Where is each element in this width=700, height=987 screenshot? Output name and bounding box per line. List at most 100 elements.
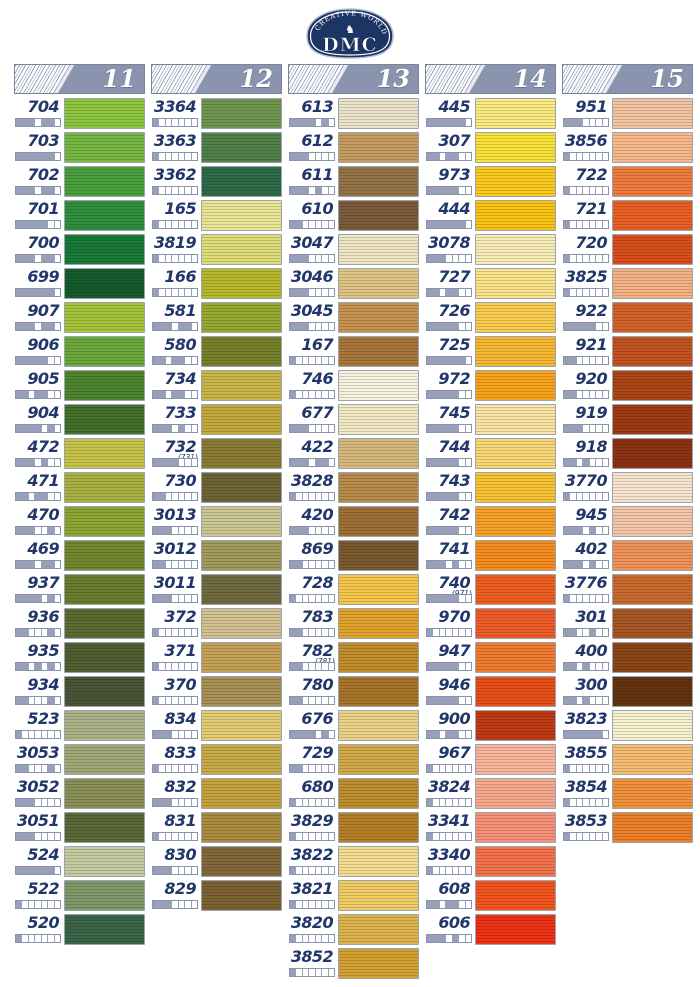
barcode-cell [302,289,310,296]
thread-number: 702 [27,165,59,184]
barcode-cell [35,459,42,466]
barcode-cell [570,255,577,262]
thread-label: 3820 [288,914,338,948]
barcode [152,322,198,331]
color-swatch [475,472,556,503]
thread-row: 728 [288,574,419,608]
barcode-cell [427,153,434,160]
color-swatch [201,574,282,605]
barcode-cell [433,255,440,262]
barcode-cell [329,119,334,126]
thread-label: 608 [425,880,475,914]
barcode-cell [42,901,49,908]
column-header: 11 [14,64,145,94]
thread-row: 523 [14,710,145,744]
barcode-cell [309,527,316,534]
color-swatch [612,608,693,639]
barcode-cell [433,527,440,534]
thread-label: 581 [151,302,201,336]
barcode-cell [439,493,447,500]
barcode-cell [316,425,323,432]
thread-row: 921 [562,336,693,370]
logo-inner-ring [309,11,391,56]
barcode-cell [192,391,197,398]
barcode-cell [22,391,29,398]
color-swatch [201,166,282,197]
barcode-cell [303,629,310,636]
barcode [426,594,472,603]
barcode-cell [290,493,297,500]
barcode-cell [303,663,310,670]
barcode-cell [590,799,597,806]
barcode [289,628,335,637]
barcode-cell [185,527,192,534]
barcode-cell [583,289,590,296]
thread-label: 729 [288,744,338,778]
thread-row: 402 [562,540,693,574]
color-swatch [338,98,419,129]
barcode-cell [35,357,42,364]
barcode-cell [29,765,36,772]
thread-number: 3052 [16,777,60,796]
thread-label: 780 [288,676,338,710]
barcode-cell [466,391,471,398]
barcode-cell [583,187,590,194]
barcode-cell [296,663,303,670]
thread-rows: 951 3856 722 721 720 [562,98,693,846]
thread-row: 830 [151,846,282,880]
barcode-cell [459,153,466,160]
barcode-cell [577,629,584,636]
barcode-cell [427,629,434,636]
barcode-cell [322,901,329,908]
barcode-cell [192,187,197,194]
barcode-cell [48,629,55,636]
barcode-cell [28,323,36,330]
barcode-cell [22,493,29,500]
barcode-cell [55,323,60,330]
thread-row: 524 [14,846,145,880]
thread-row: 445 [425,98,556,132]
barcode-cell [583,493,590,500]
barcode-cell [590,765,597,772]
thread-label: 906 [14,336,64,370]
barcode-cell [570,357,577,364]
barcode-cell [290,187,297,194]
barcode-cell [427,119,434,126]
barcode-cell [564,119,571,126]
barcode [426,186,472,195]
color-swatch [64,710,145,741]
barcode [152,662,198,671]
barcode-cell [172,425,179,432]
barcode-cell [22,153,29,160]
thread-row: 3012 [151,540,282,574]
barcode-cell [322,663,329,670]
barcode-cell [589,731,597,738]
barcode-cell [583,221,590,228]
thread-row: 732 (731) [151,438,282,472]
barcode-cell [153,765,160,772]
barcode-cell [16,833,23,840]
barcode [426,866,472,875]
barcode-cell [166,255,173,262]
thread-row: 743 [425,472,556,506]
barcode-cell [296,527,303,534]
barcode-cell [35,595,42,602]
barcode [152,696,198,705]
thread-number: 951 [575,97,607,116]
barcode-cell [603,187,608,194]
barcode [289,322,335,331]
barcode-cell [459,119,466,126]
barcode-cell [564,425,571,432]
thread-row: 3854 [562,778,693,812]
barcode [563,322,609,331]
thread-number: 3363 [153,131,197,150]
thread-label: 967 [425,744,475,778]
thread-row: 780 [288,676,419,710]
barcode-cell [570,799,577,806]
thread-number: 721 [575,199,607,218]
barcode-cell [35,255,42,262]
thread-row: 3013 [151,506,282,540]
column-page-number: 12 [239,64,273,93]
barcode [152,900,198,909]
barcode-cell [172,391,179,398]
